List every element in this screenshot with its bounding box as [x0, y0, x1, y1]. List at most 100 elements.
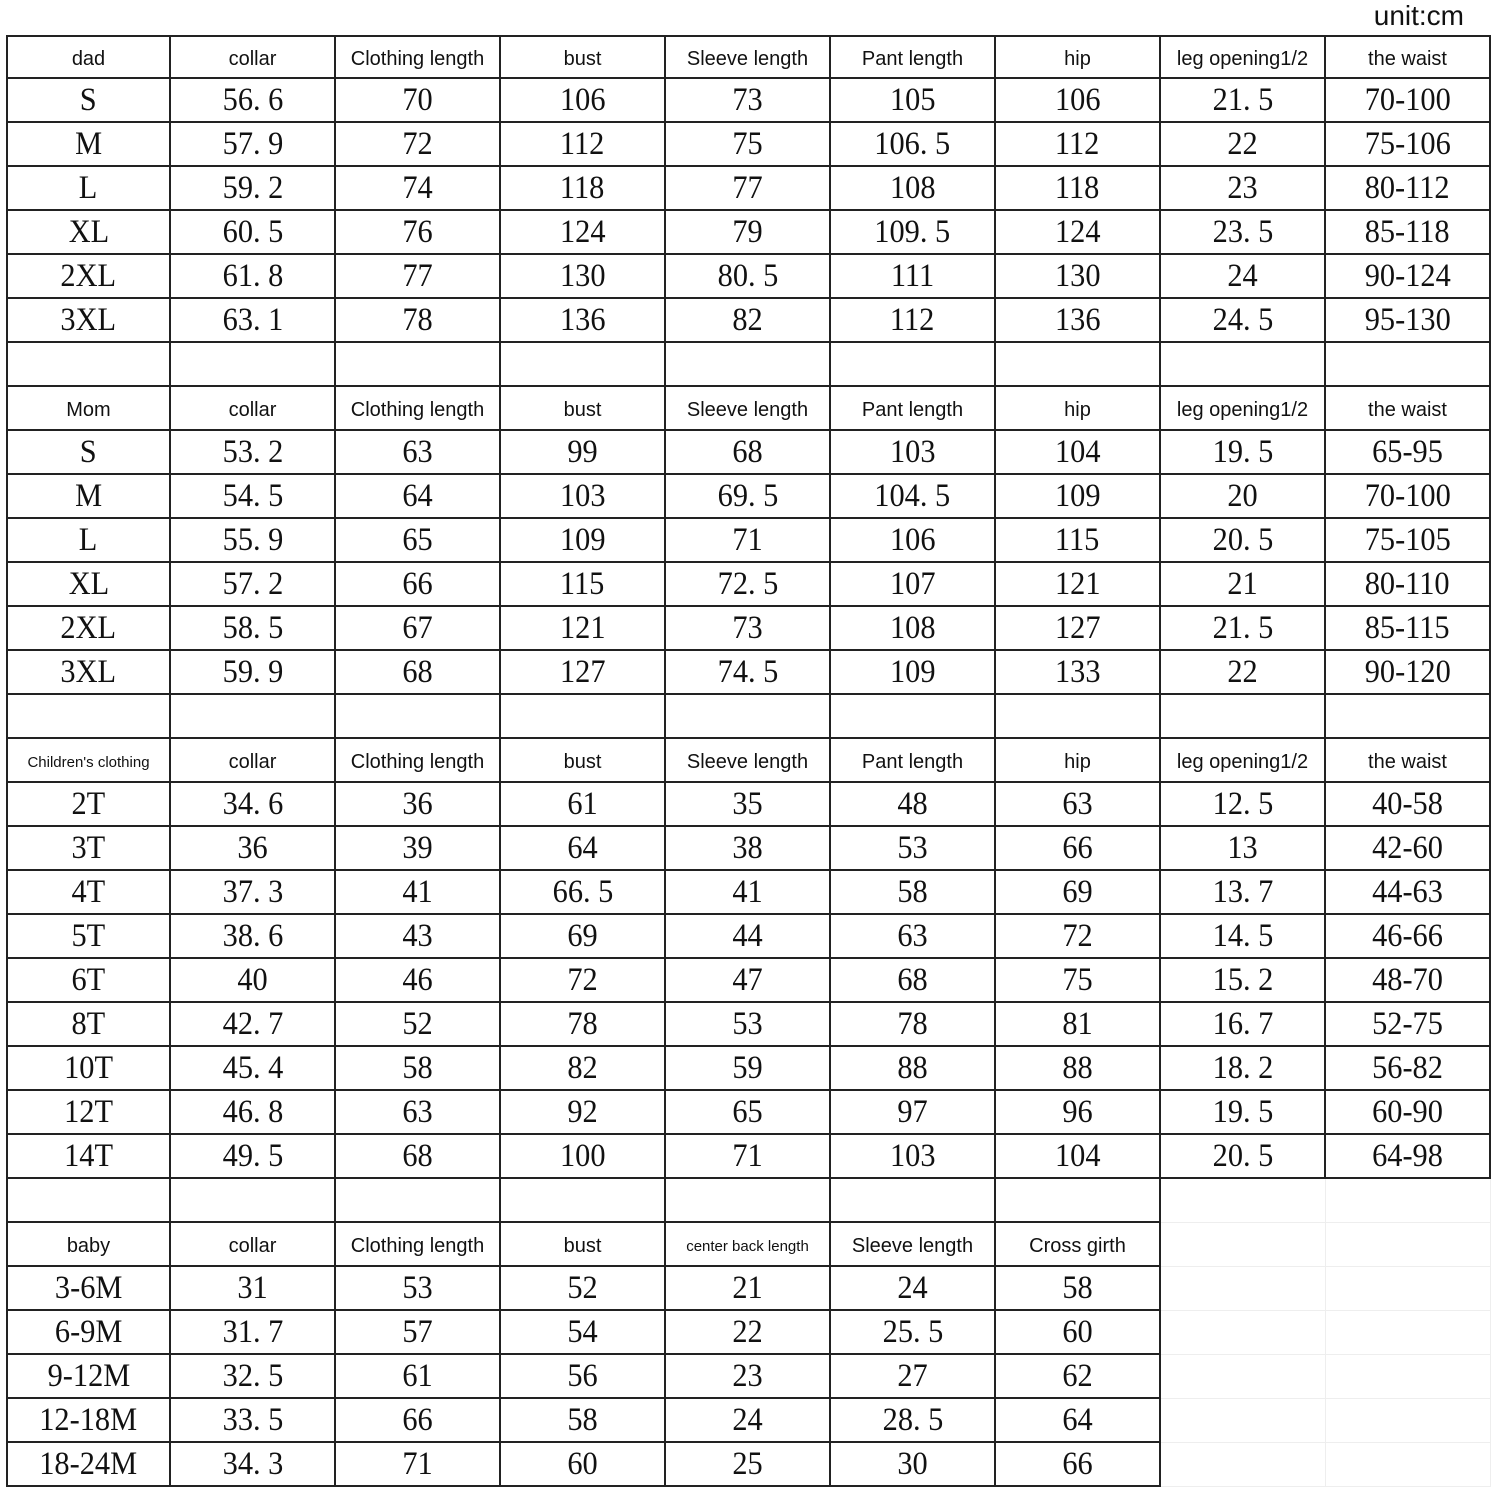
table-row: 14T 49. 5 68 100 71 103 104 20. 5 64-98: [6, 1135, 1491, 1179]
measurement-cell: 66: [336, 563, 501, 607]
measurement-cell: 109: [996, 475, 1161, 519]
column-header: the waist: [1326, 35, 1491, 79]
column-header: Cross girth: [996, 1223, 1161, 1267]
measurement-cell: 92: [501, 1091, 666, 1135]
cell-value: 70: [402, 81, 433, 118]
cell-value: 106: [889, 521, 936, 558]
cell-value: 53: [732, 1005, 763, 1042]
measurement-cell: 103: [831, 1135, 996, 1179]
cell-value: 78: [897, 1005, 928, 1042]
table-row: 2XL 58. 5 67 121 73 108 127 21. 5 85-115: [6, 607, 1491, 651]
measurement-cell: 18. 2: [1161, 1047, 1326, 1091]
measurement-cell: 71: [336, 1443, 501, 1487]
cell-value: S: [80, 433, 97, 470]
measurement-cell: 32. 5: [171, 1355, 336, 1399]
cell-value: 112: [890, 301, 935, 338]
measurement-cell: 82: [501, 1047, 666, 1091]
cell-value: 22: [1227, 125, 1258, 162]
header-row: Children's clothing collar Clothing length…: [6, 739, 1491, 783]
measurement-cell: 80. 5: [666, 255, 831, 299]
empty-cell: [1326, 1399, 1491, 1443]
measurement-cell: 88: [831, 1047, 996, 1091]
cell-value: 73: [732, 609, 763, 646]
measurement-cell: 24: [831, 1267, 996, 1311]
column-header: Clothing length: [336, 387, 501, 431]
cell-value: 21: [732, 1269, 763, 1306]
empty-cell: [1161, 1355, 1326, 1399]
cell-value: 4T: [71, 873, 106, 910]
measurement-cell: 78: [831, 1003, 996, 1047]
cell-value: XL: [68, 213, 109, 250]
measurement-cell: 43: [336, 915, 501, 959]
measurement-cell: 56-82: [1326, 1047, 1491, 1091]
cell-value: 103: [889, 1137, 936, 1174]
measurement-cell: 90-120: [1326, 651, 1491, 695]
cell-value: 130: [559, 257, 606, 294]
size-label: XL: [6, 211, 171, 255]
measurement-cell: 95-130: [1326, 299, 1491, 343]
cell-value: 66: [1062, 829, 1093, 866]
measurement-cell: 52: [336, 1003, 501, 1047]
header-row: Mom collar Clothing length bust Sleeve lengt…: [6, 387, 1491, 431]
cell-value: 39: [402, 829, 433, 866]
measurement-cell: 64: [996, 1399, 1161, 1443]
cell-value: 37. 3: [222, 873, 283, 910]
cell-value: 63: [897, 917, 928, 954]
column-header: Pant length: [831, 387, 996, 431]
measurement-cell: 59. 9: [171, 651, 336, 695]
cell-value: 20: [1227, 477, 1258, 514]
cell-value: 112: [1055, 125, 1100, 162]
cell-value: 64: [567, 829, 598, 866]
cell-value: 68: [897, 961, 928, 998]
cell-value: S: [80, 81, 97, 118]
size-label: 6T: [6, 959, 171, 1003]
measurement-cell: 58. 5: [171, 607, 336, 651]
column-header: leg opening1/2: [1161, 739, 1326, 783]
cell-value: 14. 5: [1212, 917, 1273, 954]
measurement-cell: 39: [336, 827, 501, 871]
measurement-cell: 60: [501, 1443, 666, 1487]
cell-value: 81: [1062, 1005, 1093, 1042]
measurement-cell: 45. 4: [171, 1047, 336, 1091]
table-row: 2T 34. 6 36 61 35 48 63 12. 5 40-58: [6, 783, 1491, 827]
table-row: 18-24M 34. 3 71 60 25 30 66: [6, 1443, 1491, 1487]
cell-value: 124: [1054, 213, 1101, 250]
cell-value: 2T: [71, 785, 106, 822]
cell-value: 34. 6: [222, 785, 283, 822]
measurement-cell: 59. 2: [171, 167, 336, 211]
column-header: Clothing length: [336, 739, 501, 783]
measurement-cell: 124: [996, 211, 1161, 255]
cell-value: 23. 5: [1212, 213, 1273, 250]
measurement-cell: 75: [666, 123, 831, 167]
cell-value: 53: [897, 829, 928, 866]
size-label: 3T: [6, 827, 171, 871]
measurement-cell: 46. 8: [171, 1091, 336, 1135]
size-label: M: [6, 123, 171, 167]
size-label: S: [6, 431, 171, 475]
measurement-cell: 104. 5: [831, 475, 996, 519]
cell-value: 70-100: [1364, 477, 1451, 514]
cell-value: 54. 5: [222, 477, 283, 514]
measurement-cell: 57. 2: [171, 563, 336, 607]
measurement-cell: 118: [501, 167, 666, 211]
cell-value: 12T: [64, 1093, 113, 1130]
measurement-cell: 55. 9: [171, 519, 336, 563]
table-row: 6-9M 31. 7 57 54 22 25. 5 60: [6, 1311, 1491, 1355]
column-header: center back length: [666, 1223, 831, 1267]
empty-cell: [1326, 1179, 1491, 1223]
cell-value: 106. 5: [874, 125, 951, 162]
cell-value: 58: [402, 1049, 433, 1086]
cell-value: 108: [889, 169, 936, 206]
cell-value: 16. 7: [1212, 1005, 1273, 1042]
measurement-cell: 112: [996, 123, 1161, 167]
cell-value: 63: [402, 433, 433, 470]
cell-value: 31. 7: [222, 1313, 283, 1350]
header-row: dad collar Clothing length bust Sleeve lengt…: [6, 35, 1491, 79]
measurement-cell: 61. 8: [171, 255, 336, 299]
cell-value: 124: [559, 213, 606, 250]
measurement-cell: 58: [996, 1267, 1161, 1311]
cell-value: 36: [402, 785, 433, 822]
empty-cell: [1326, 1267, 1491, 1311]
cell-value: 59. 9: [222, 653, 283, 690]
spacer-row: [6, 695, 1491, 739]
